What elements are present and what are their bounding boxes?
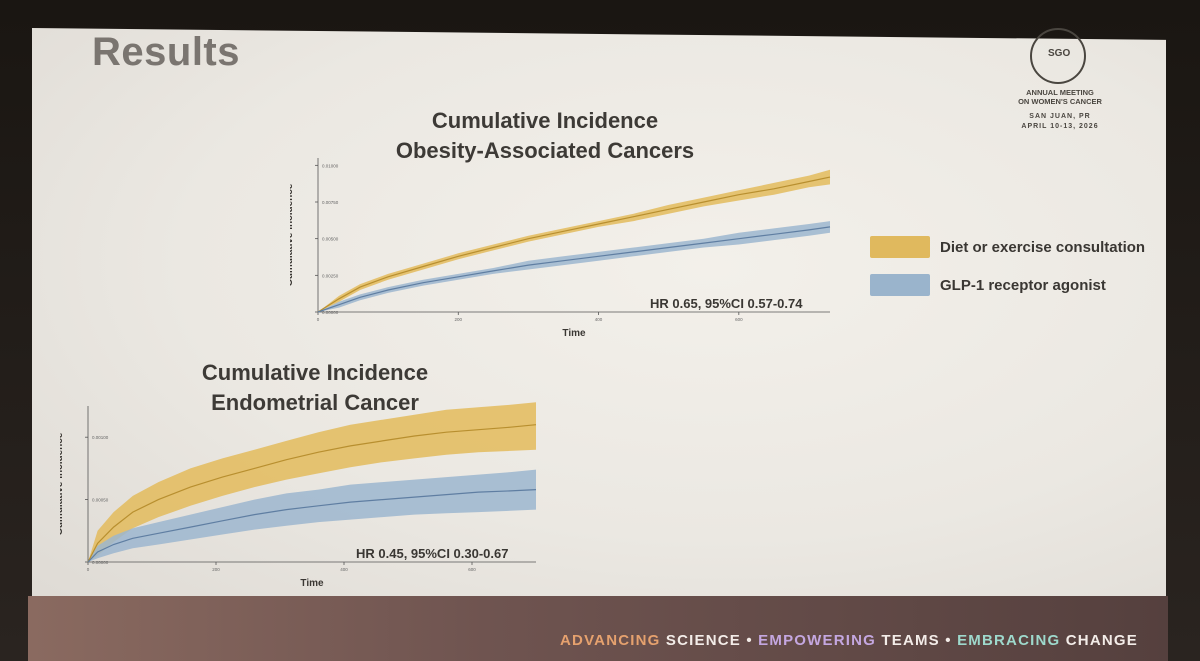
chart2-ci-band-diet <box>88 402 536 562</box>
chart2-x-tick-label: 0 <box>87 567 90 572</box>
chart2-line-diet <box>87 424 537 563</box>
tagline-word: TEAMS <box>881 632 946 649</box>
logo-abbr: SGO <box>1048 48 1071 59</box>
chart1-x-axis-label: Time <box>562 328 586 339</box>
chart-endometrial-cancer: 0.00000 0.00050 0.00100 0 200 400 600 Time Cumul… <box>60 402 537 589</box>
tagline-word: ADVANCING <box>560 632 666 649</box>
chart2-ci-band-glp1 <box>88 469 536 562</box>
legend-label-glp1: GLP-1 receptor agonist <box>940 277 1106 294</box>
logo-location: SAN JUAN, PR <box>1029 113 1091 120</box>
chart-obesity-cancers: 0.00000 0.00250 0.00500 0.00750 0.01000 0 200 4… <box>290 158 831 339</box>
tagline-word: CHANGE <box>1065 632 1138 649</box>
tagline-word: EMBRACING <box>957 632 1066 649</box>
chart2-x-axis-label: Time <box>300 578 324 589</box>
chart1-line-diet <box>317 176 831 313</box>
chart2-y-tick-label: 0.00050 <box>92 498 109 503</box>
legend-swatch-diet <box>870 236 930 258</box>
chart2-y-tick-label: 0.00100 <box>92 435 109 440</box>
chart2-hr-annotation: HR 0.45, 95%CI 0.30-0.67 <box>356 546 509 561</box>
tagline-word: • <box>746 632 759 649</box>
chart1-x-tick-label: 600 <box>735 317 743 322</box>
logo-line1: ANNUAL MEETING <box>1026 88 1094 97</box>
chart2-x-tick-label: 200 <box>212 567 220 572</box>
chart2-title-line1: Cumulative Incidence <box>201 360 429 385</box>
conference-tagline: ADVANCING SCIENCE • EMPOWERING TEAMS • E… <box>560 632 1138 649</box>
chart1-title-line2: Obesity-Associated Cancers <box>395 138 695 163</box>
slide-footer-band <box>28 596 1168 661</box>
chart2-title: Cumulative Incidence Endometrial Cancer <box>150 358 480 418</box>
chart1-y-axis-label: Cumulative incidence <box>290 183 295 286</box>
legend-swatch-glp1 <box>870 274 930 296</box>
sgo-logo: SGO ANNUAL MEETING ON WOMEN'S CANCER SAN… <box>1000 22 1120 142</box>
logo-line2: ON WOMEN'S CANCER <box>1018 97 1102 106</box>
chart1-ci-band-diet <box>318 169 830 312</box>
chart1-y-tick-label: 0.00500 <box>322 237 339 242</box>
tagline-word: SCIENCE <box>665 632 747 649</box>
chart2-line-glp1 <box>87 489 537 563</box>
logo-location-text: SAN JUAN, PR APRIL 10-13, 2026 <box>1000 112 1120 132</box>
chart1-x-tick-label: 0 <box>317 317 320 322</box>
chart1-y-tick-label: 0.01000 <box>322 163 339 168</box>
slide-title: Results <box>92 30 240 74</box>
chart1-y-tick-label: 0.00250 <box>322 273 339 278</box>
chart1-title: Cumulative Incidence Obesity-Associated … <box>380 106 710 166</box>
chart1-y-tick-label: 0.00750 <box>322 200 339 205</box>
chart1-title-line1: Cumulative Incidence <box>431 108 659 133</box>
legend-label-diet: Diet or exercise consultation <box>940 239 1146 256</box>
tagline-word: • <box>945 632 958 649</box>
logo-meeting-text: ANNUAL MEETING ON WOMEN'S CANCER <box>1000 88 1120 106</box>
chart2-title-line2: Endometrial Cancer <box>211 390 419 415</box>
chart1-x-tick-label: 200 <box>455 317 463 322</box>
sgo-ring-icon <box>1030 28 1086 84</box>
chart2-x-tick-label: 600 <box>468 567 476 572</box>
chart2-y-axis-label: Cumulative incidence <box>60 432 65 535</box>
chart2-x-tick-label: 400 <box>340 567 348 572</box>
tagline-word: EMPOWERING <box>758 632 882 649</box>
chart1-hr-annotation: HR 0.65, 95%CI 0.57-0.74 <box>650 296 803 311</box>
chart1-y-tick-label: 0.00000 <box>322 310 339 315</box>
chart1-line-glp1 <box>317 226 831 313</box>
chart2-y-tick-label: 0.00000 <box>92 560 109 565</box>
chart1-x-tick-label: 400 <box>595 317 603 322</box>
logo-dates: APRIL 10-13, 2026 <box>1021 123 1099 130</box>
